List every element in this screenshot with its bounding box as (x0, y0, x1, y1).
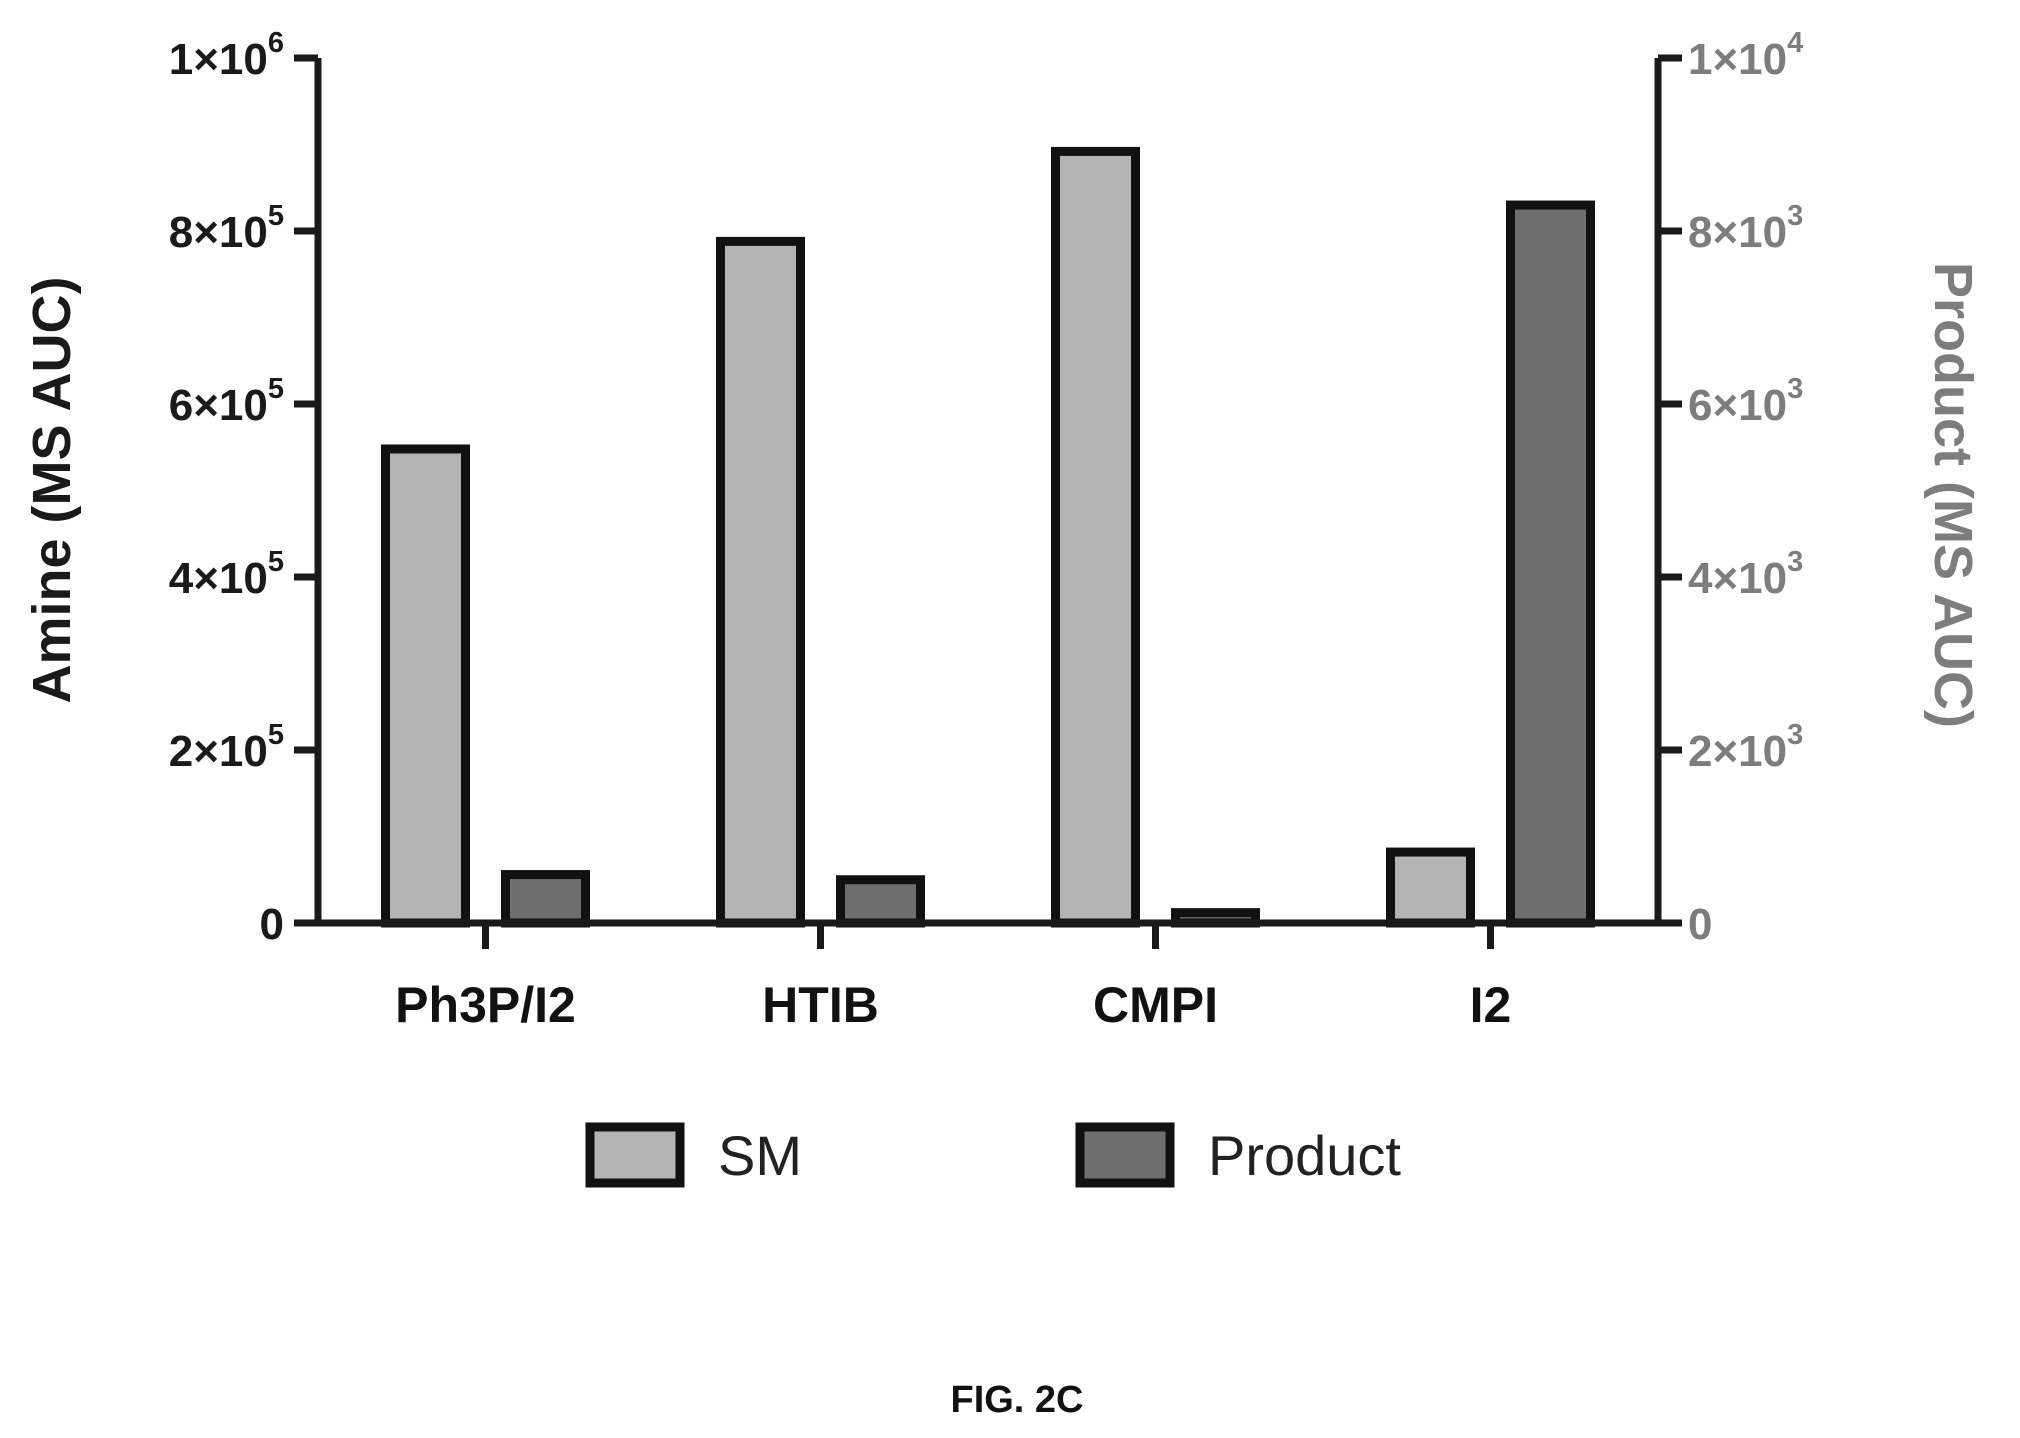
left-tick-label-1: 2×105 (169, 719, 284, 776)
legend-swatch-sm (585, 1122, 685, 1188)
left-axis-title: Amine (MS AUC) (22, 277, 82, 704)
figure-caption: FIG. 2C (950, 1379, 1083, 1421)
bar-product-1 (836, 875, 925, 928)
left-y-axis: 0 2×105 4×105 6×105 8×105 1×106 (169, 27, 322, 949)
left-tick-label-0: 0 (260, 900, 284, 949)
legend-label-sm: SM (718, 1124, 802, 1187)
bars-group (381, 146, 1595, 928)
legend-swatch-product (1075, 1122, 1175, 1188)
right-axis-title: Product (MS AUC) (1923, 262, 1983, 728)
legend: SM Product (585, 1122, 1401, 1188)
left-tick-label-2: 4×105 (169, 546, 284, 603)
category-label-1: HTIB (762, 977, 879, 1033)
left-tick-label-3: 6×105 (169, 373, 284, 430)
x-axis: Ph3P/I2 HTIB CMPI I2 (298, 919, 1668, 1033)
left-tick-label-5: 1×106 (169, 27, 284, 84)
right-y-axis: 0 2×103 4×103 6×103 8×103 1×104 (1654, 27, 1803, 949)
left-tick-label-4: 8×105 (169, 200, 284, 257)
right-tick-label-1: 2×103 (1688, 719, 1803, 776)
right-tick-label-4: 8×103 (1688, 200, 1803, 257)
right-tick-label-2: 4×103 (1688, 546, 1803, 603)
category-label-2: CMPI (1093, 977, 1218, 1033)
right-tick-label-5: 1×104 (1688, 27, 1803, 84)
category-label-3: I2 (1470, 977, 1512, 1033)
bar-sm-0 (381, 444, 470, 928)
right-tick-label-0: 0 (1688, 900, 1712, 949)
bar-product-3 (1506, 200, 1595, 928)
category-label-0: Ph3P/I2 (395, 977, 576, 1033)
right-tick-label-3: 6×103 (1688, 373, 1803, 430)
bar-sm-3 (1386, 847, 1475, 928)
bar-sm-1 (716, 236, 805, 928)
bar-product-0 (501, 870, 590, 928)
bar-sm-2 (1051, 146, 1140, 928)
legend-label-product: Product (1208, 1124, 1401, 1187)
